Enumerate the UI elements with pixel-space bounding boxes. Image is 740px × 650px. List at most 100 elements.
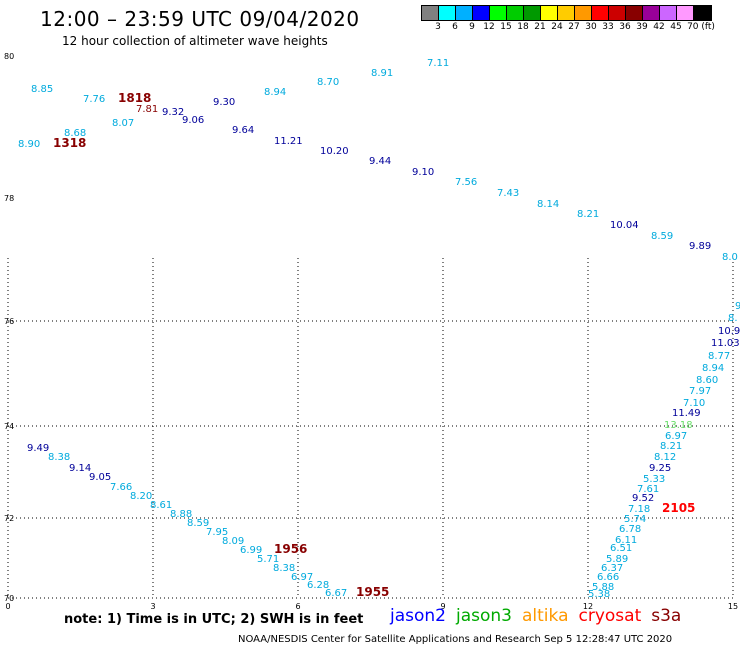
wave-height-value: 9.44 (369, 156, 391, 167)
wave-height-value: 8.14 (537, 199, 559, 210)
legend-label: 21 (534, 22, 546, 32)
legend-swatch (643, 6, 660, 20)
wave-height-value: 7.97 (689, 386, 711, 397)
legend-swatch (439, 6, 456, 20)
legend-swatch (473, 6, 490, 20)
wave-height-value: 5.74 (624, 514, 646, 525)
wave-height-value: 6.28 (307, 580, 329, 591)
wave-height-value: 9.89 (689, 241, 711, 252)
wave-height-value: 8.09 (222, 536, 244, 547)
y-axis-tick: 74 (4, 422, 14, 431)
legend-swatch (626, 6, 643, 20)
wave-height-value: 10.20 (320, 146, 349, 157)
wave-height-value: 8.85 (31, 84, 53, 95)
wave-height-value: 7.76 (83, 94, 105, 105)
legend-label: 6 (452, 22, 458, 32)
wave-height-value: 8.61 (150, 500, 172, 511)
legend-swatch (541, 6, 558, 20)
wave-height-value: 13.18 (664, 420, 693, 431)
wave-height-value: 8.94 (264, 87, 286, 98)
wave-height-value: 5.89 (606, 554, 628, 565)
legend-label: 45 (670, 22, 682, 32)
wave-height-value: 8.88 (170, 509, 192, 520)
pass-time: 1956 (274, 542, 307, 556)
wave-height-value: 8.38 (48, 452, 70, 463)
legend-swatch (609, 6, 626, 20)
wave-height-value: 7.56 (455, 177, 477, 188)
wave-height-value: 5.88 (592, 582, 614, 593)
wave-height-value: 8.59 (187, 518, 209, 529)
wave-height-value: 8.91 (371, 68, 393, 79)
y-axis-tick: 72 (4, 514, 14, 523)
wave-height-value: 8.12 (654, 452, 676, 463)
wave-height-value: 8.0 (722, 252, 738, 263)
wave-height-value: 8.77 (708, 351, 730, 362)
wave-height-value: 9.52 (632, 493, 654, 504)
credit-line: NOAA/NESDIS Center for Satellite Applica… (238, 634, 673, 645)
legend-swatch (490, 6, 507, 20)
pass-time: 1955 (356, 585, 389, 599)
satellite-s3a: s3a (651, 606, 682, 626)
wave-height-value: 9.10 (412, 167, 434, 178)
footnote: note: 1) Time is in UTC; 2) SWH is in fe… (64, 612, 364, 627)
legend-swatch (507, 6, 524, 20)
page-title: 12:00 – 23:59 UTC 09/04/2020 (40, 7, 360, 31)
wave-height-value: 9.32 (162, 107, 184, 118)
wave-height-value: 9.30 (213, 97, 235, 108)
x-axis-tick: 6 (295, 602, 300, 611)
legend-label: 24 (551, 22, 563, 32)
wave-height-value: 6.37 (601, 563, 623, 574)
legend-swatch (660, 6, 677, 20)
wave-height-value: 9.64 (232, 125, 254, 136)
wave-height-value: 9.14 (69, 463, 91, 474)
legend-swatch (694, 6, 711, 20)
satellite-legend: jason2 jason3 altika cryosat s3a (390, 606, 691, 626)
x-axis-tick: 9 (440, 602, 445, 611)
wave-height-value: 8.68 (64, 128, 86, 139)
wave-height-value: 7.18 (628, 504, 650, 515)
wave-height-value: 7.11 (427, 58, 449, 69)
legend-label: 18 (517, 22, 529, 32)
wave-height-value: 8.07 (112, 118, 134, 129)
wave-height-value: 9.05 (89, 472, 111, 483)
wave-height-value: 10.04 (610, 220, 639, 231)
y-axis-tick: 80 (4, 52, 14, 61)
satellite-cryosat: cryosat (578, 606, 642, 626)
wave-height-value: 6.97 (665, 431, 687, 442)
wave-height-value: 8. (728, 313, 738, 324)
legend-label: 36 (619, 22, 631, 32)
legend-label: 12 (483, 22, 495, 32)
wave-height-value: 8.94 (702, 363, 724, 374)
legend-label: 42 (653, 22, 665, 32)
x-axis-tick: 12 (583, 602, 593, 611)
legend-swatch (592, 6, 609, 20)
satellite-jason3: jason3 (456, 606, 512, 626)
legend-label: 70 (ft) (687, 22, 715, 32)
legend-swatch (558, 6, 575, 20)
wave-height-value: 9.49 (27, 443, 49, 454)
legend-label: 33 (602, 22, 614, 32)
wave-height-value: 6.67 (325, 588, 347, 599)
wave-height-observations: 8.85 7.76 7.81 9.329.06 9.30 8.94 8.70 8.91 7.11… (18, 58, 740, 600)
wave-height-value: 7.66 (110, 482, 132, 493)
satellite-jason2: jason2 (390, 606, 446, 626)
wave-height-value: 6.97 (291, 572, 313, 583)
legend-label: 9 (469, 22, 475, 32)
pass-time: 2105 (662, 501, 695, 515)
wave-height-value: 10.9 (718, 326, 740, 337)
wave-height-value: 6.99 (240, 545, 262, 556)
wave-height-value: 8.21 (577, 209, 599, 220)
page-subtitle: 12 hour collection of altimeter wave hei… (62, 34, 328, 48)
satellite-altika: altika (522, 606, 569, 626)
wave-height-value: 5.38 (588, 589, 610, 600)
x-axis-tick: 15 (728, 602, 738, 611)
grid-lines (7, 258, 734, 599)
wave-height-value: 6.11 (615, 535, 637, 546)
wave-height-value: 6.51 (610, 543, 632, 554)
wave-height-value: 8.59 (651, 231, 673, 242)
wave-height-value: 8.70 (317, 77, 339, 88)
wave-height-value: 11.03 (711, 338, 740, 349)
legend-label: 3 (435, 22, 441, 32)
wave-height-value: 7.61 (637, 484, 659, 495)
